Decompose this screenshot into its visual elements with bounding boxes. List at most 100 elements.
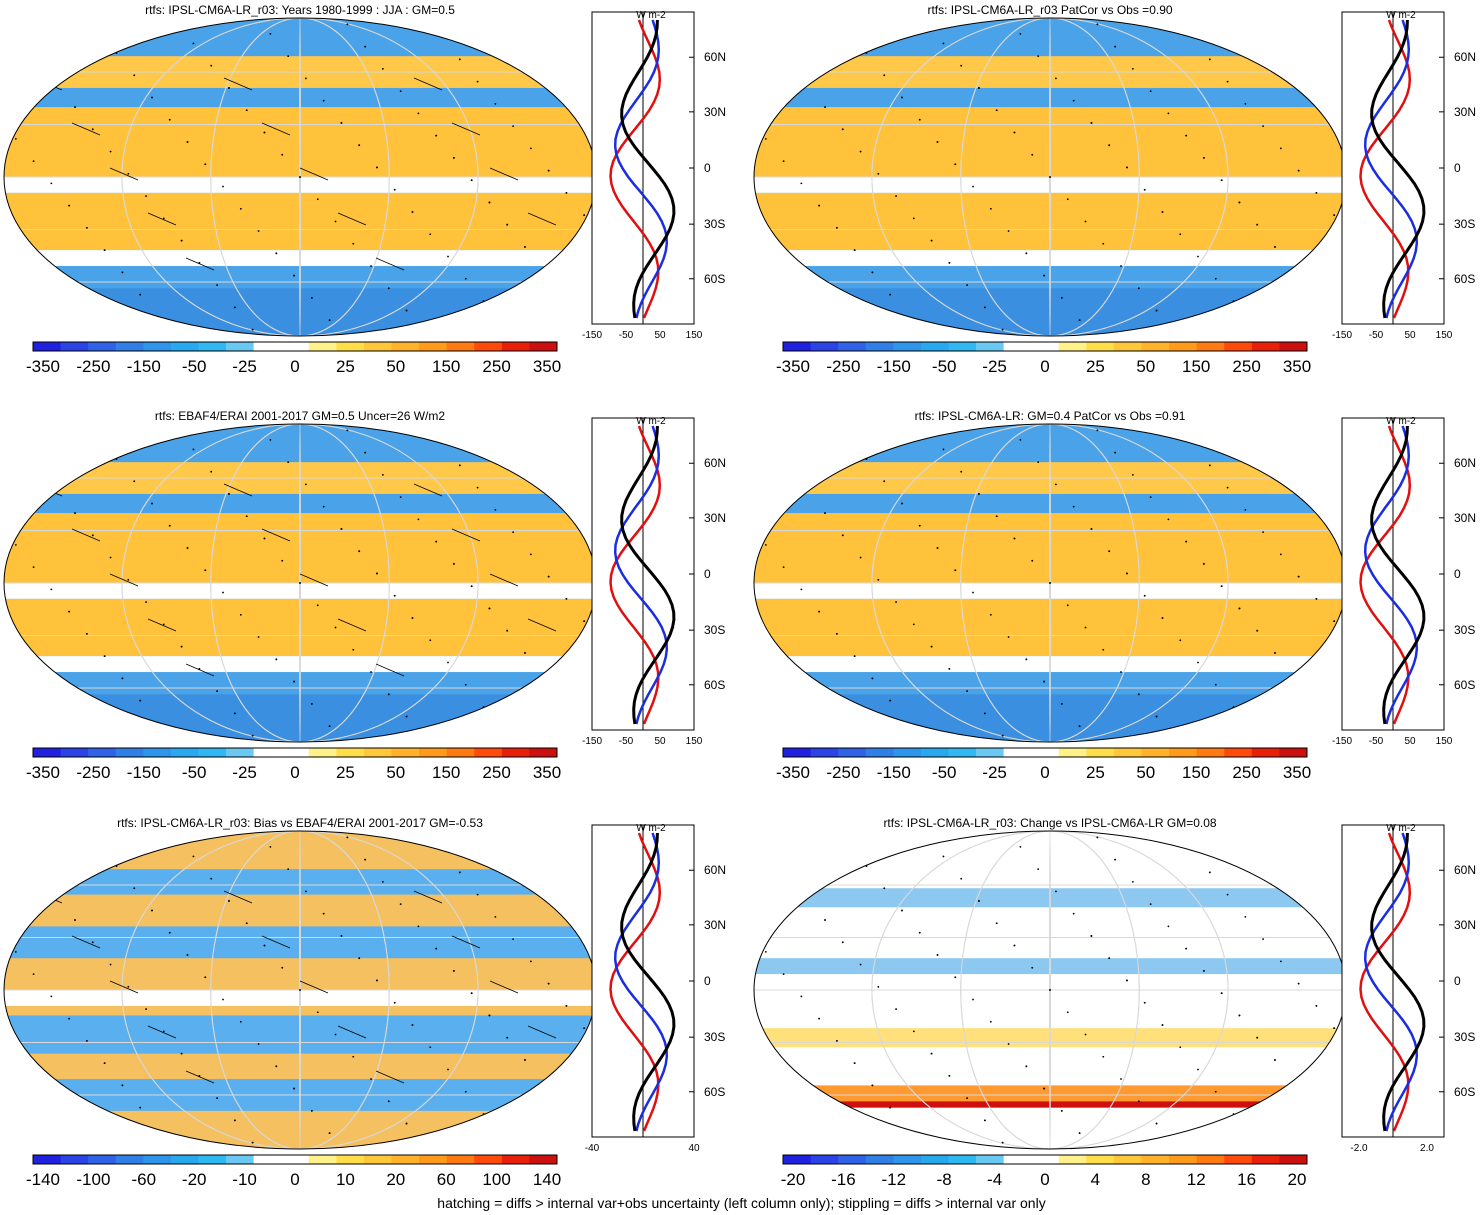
colorbar-swatch xyxy=(1251,1155,1280,1164)
colorbar-swatch xyxy=(838,342,867,351)
colorbar-label: -12 xyxy=(882,1170,907,1189)
stipple-dot xyxy=(1137,1100,1140,1103)
stipple-dot xyxy=(589,928,591,931)
stipple-dot xyxy=(770,39,773,42)
stipple-dot xyxy=(1250,1135,1253,1138)
stipple-dot xyxy=(405,715,408,718)
stipple-dot xyxy=(44,687,47,689)
stipple-dot xyxy=(960,470,963,473)
stipple-dot xyxy=(553,884,556,886)
stipple-dot xyxy=(1025,658,1028,661)
stipple-dot xyxy=(1072,505,1075,508)
stipple-dot xyxy=(435,540,438,543)
stipple-dot xyxy=(1315,192,1318,194)
stipple-dot xyxy=(518,26,520,29)
colorbar-swatch xyxy=(948,1155,977,1164)
stipple-dot xyxy=(954,976,957,979)
stipple-dot xyxy=(930,645,933,648)
stipple-dot xyxy=(535,48,538,51)
stipple-dot xyxy=(770,445,773,448)
colorbar-label: 350 xyxy=(1283,763,1311,782)
hatch-line xyxy=(185,1070,215,1084)
stipple-dot xyxy=(423,1144,426,1147)
stipple-dot xyxy=(1244,508,1247,511)
colorbar-swatch xyxy=(1224,1155,1253,1164)
colorbar-label: -25 xyxy=(982,763,1007,782)
stipple-dot xyxy=(782,160,785,163)
graticule-lon xyxy=(960,18,1140,336)
stipple-dot xyxy=(1049,582,1051,584)
stipple-dot xyxy=(26,664,29,667)
stipple-dot xyxy=(1268,839,1270,842)
colorbar-label: 50 xyxy=(1136,357,1155,376)
hatch-line xyxy=(33,77,63,91)
stipple-dot xyxy=(930,239,933,242)
colorbar-swatch xyxy=(1279,1155,1308,1164)
stipple-dot xyxy=(1315,1005,1318,1007)
stipple-dot xyxy=(26,258,29,261)
stipple-dot xyxy=(168,524,171,527)
colorbar-label: 25 xyxy=(1086,763,1105,782)
stipple-dot xyxy=(275,658,278,661)
stipple-dot xyxy=(877,172,880,175)
colorbar-swatch xyxy=(60,748,89,757)
hatch-line xyxy=(33,483,63,497)
stipple-dot xyxy=(68,204,71,207)
stipple-dot xyxy=(1315,598,1318,600)
colorbar-label: 350 xyxy=(1283,357,1311,376)
stipple-dot xyxy=(310,1109,313,1112)
stipple-dot xyxy=(1173,1144,1176,1147)
stipple-dot xyxy=(1078,725,1081,727)
stipple-dot xyxy=(830,325,832,328)
stipple-dot xyxy=(918,931,921,934)
stipple-dot xyxy=(818,610,821,613)
stipple-dot xyxy=(281,966,284,969)
stipple-dot xyxy=(1203,157,1205,159)
stipple-dot xyxy=(942,855,945,858)
panel-title: rtfs: IPSL-CM6A-LR_r03: Years 1980-1999 … xyxy=(145,3,455,17)
colorbar-swatch xyxy=(446,1155,475,1164)
stipple-dot xyxy=(948,667,951,670)
stipple-dot xyxy=(204,976,207,979)
colorbar-label: 0 xyxy=(290,763,299,782)
colorbar-swatch xyxy=(529,1155,558,1164)
stipple-dot xyxy=(1066,198,1069,201)
stipple-dot xyxy=(912,217,915,220)
stipple-dot xyxy=(9,236,11,239)
profile-xtick: 150 xyxy=(686,330,703,341)
stipple-dot xyxy=(9,1049,11,1052)
colorbar-swatch xyxy=(60,1155,89,1164)
stipple-dot xyxy=(299,176,301,178)
stipple-dot xyxy=(1155,309,1158,312)
hatch-line xyxy=(261,122,291,136)
stipple-dot xyxy=(1256,223,1259,226)
stipple-dot xyxy=(1049,989,1051,991)
colorbar-swatch xyxy=(226,1155,255,1164)
stipple-dot xyxy=(458,58,461,61)
stipple-dot xyxy=(800,995,803,998)
stipple-dot xyxy=(20,852,23,855)
stipple-dot xyxy=(14,950,17,953)
lat-label: 60N xyxy=(704,863,726,877)
panel-5: rtfs: IPSL-CM6A-LR_r03: Bias vs EBAF4/ER… xyxy=(3,816,726,1189)
lat-label: 0 xyxy=(704,974,711,988)
stipple-dot xyxy=(26,1071,29,1074)
stipple-dot xyxy=(103,249,106,252)
stipple-dot xyxy=(145,1008,147,1010)
stipple-dot xyxy=(68,610,71,613)
stipple-dot xyxy=(186,141,189,143)
stipple-dot xyxy=(20,445,23,448)
stipple-dot xyxy=(1303,477,1306,479)
colorbar-label: 250 xyxy=(1232,357,1260,376)
stipple-dot xyxy=(1037,461,1040,464)
stipple-dot xyxy=(1244,102,1247,105)
colorbar-swatch xyxy=(391,748,420,757)
stipple-dot xyxy=(835,226,838,229)
stipple-dot xyxy=(38,61,41,64)
stipple-dot xyxy=(263,537,266,540)
stipple-dot xyxy=(109,963,112,966)
panel-title: rtfs: EBAF4/ERAI 2001-2017 GM=0.5 Uncer=… xyxy=(155,409,445,423)
colorbar-label: 100 xyxy=(482,1170,510,1189)
stipple-dot xyxy=(364,451,367,454)
stipple-dot xyxy=(1208,58,1211,61)
